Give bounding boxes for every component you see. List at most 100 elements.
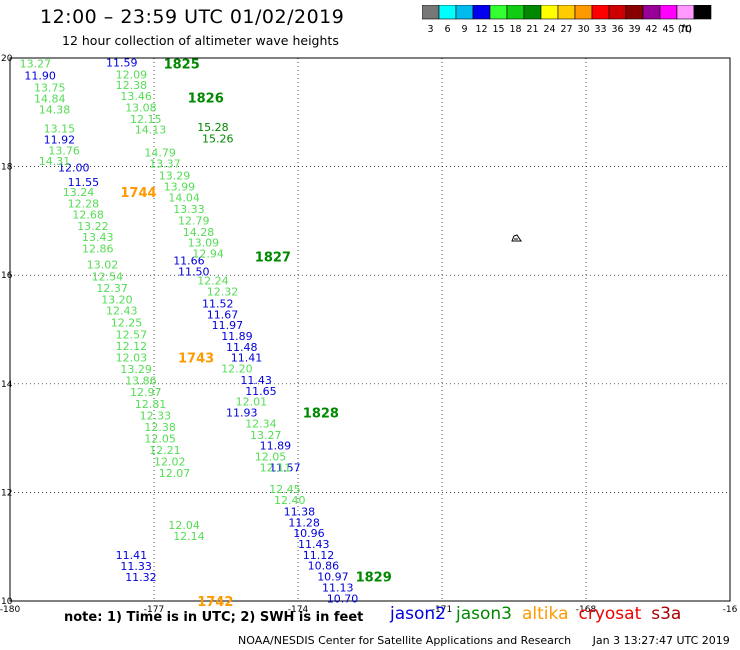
wave-height-label: 12.79 — [178, 214, 210, 227]
wave-height-label: 14.38 — [39, 104, 71, 117]
wave-height-label: 12.57 — [116, 328, 148, 341]
credit-text: NOAA/NESDIS Center for Satellite Applica… — [238, 634, 572, 647]
wave-height-label: 12.24 — [197, 275, 229, 288]
wave-height-label: 13.37 — [149, 157, 181, 170]
x-tick-label: -16 — [723, 605, 738, 615]
legend-label: 42 — [645, 24, 657, 35]
wave-height-label: 11.59 — [106, 56, 138, 69]
pass-time-label: 1825 — [164, 57, 200, 72]
wave-height-label: 11.92 — [44, 133, 76, 146]
wave-height-label: 13.29 — [120, 363, 151, 376]
wave-height-label: 12.86 — [82, 243, 114, 256]
legend-label: 24 — [543, 24, 555, 35]
satellite-s3a: s3a — [651, 604, 682, 624]
pass-time-label: 1829 — [356, 571, 392, 586]
wave-height-label: 13.24 — [63, 186, 95, 199]
wave-height-label: 12.37 — [96, 282, 128, 295]
wave-height-label: 12.45 — [269, 483, 301, 496]
wave-height-label: 11.52 — [202, 297, 234, 310]
wave-height-label: 12.68 — [72, 208, 104, 221]
pass-time-label: 1744 — [120, 186, 156, 201]
wave-height-label: 13.02 — [87, 258, 119, 271]
wave-height-label: 13.99 — [164, 181, 196, 194]
wave-height-label: 10.96 — [293, 527, 325, 540]
pass-time-label: 1826 — [188, 92, 224, 107]
y-tick-label: 10 — [1, 597, 13, 607]
wave-height-label: 13.46 — [120, 90, 151, 103]
wave-height-label: 12.12 — [116, 340, 148, 353]
wave-height-label: 13.27 — [20, 57, 51, 70]
wave-height-label: 13.43 — [82, 231, 114, 244]
wave-height-label: 13.22 — [77, 220, 109, 233]
pass-time-label: 1743 — [178, 352, 214, 367]
pass-time-label: 1742 — [197, 595, 233, 610]
wave-height-label: 11.67 — [207, 308, 239, 321]
wave-height-label: 12.05 — [255, 451, 286, 464]
wave-height-label: 11.28 — [288, 516, 320, 529]
legend-label: 39 — [628, 24, 640, 35]
wave-height-label: 11.32 — [125, 571, 157, 584]
wave-height-label: 12.00 — [58, 162, 90, 175]
wave-height-label: 12.01 — [236, 396, 268, 409]
x-tick-label: -171 — [432, 605, 452, 615]
wave-height-label: 14.79 — [144, 146, 176, 159]
wave-height-label: 11.48 — [226, 341, 258, 354]
grid-layer — [10, 58, 730, 601]
wave-height-label: 11.50 — [178, 265, 210, 278]
timestamp: Jan 3 13:27:47 UTC 2019 — [592, 634, 730, 647]
wave-height-label: 12.81 — [135, 398, 167, 411]
wave-height-label: 13.76 — [48, 144, 80, 157]
wave-height-label: 11.57 — [269, 461, 301, 474]
wave-height-label: 10.97 — [317, 571, 349, 584]
legend-label: 36 — [611, 24, 623, 35]
pass-time-label: 1828 — [303, 407, 339, 422]
wave-height-label: 12.09 — [116, 68, 148, 81]
wave-height-label: 13.09 — [188, 237, 220, 250]
satellite-altika: altika — [522, 604, 569, 624]
wave-height-label: 12.02 — [154, 455, 186, 468]
wave-height-label: 12.32 — [207, 285, 239, 298]
satellite-cryosat: cryosat — [578, 604, 642, 624]
page-title: 12:00 – 23:59 UTC 01/02/2019 — [40, 6, 345, 28]
wave-height-label: 14.28 — [183, 226, 215, 239]
wave-height-label: 13.15 — [44, 123, 76, 136]
chart-subtitle: 12 hour collection of altimeter wave hei… — [62, 33, 339, 48]
legend-label: 21 — [526, 24, 538, 35]
y-tick-label: 14 — [1, 380, 13, 390]
wave-height-label: 12.03 — [116, 352, 148, 365]
x-tick-label: -177 — [144, 605, 164, 615]
wave-height-label: 12.04 — [168, 519, 200, 532]
legend-label: 18 — [509, 24, 521, 35]
wave-height-label: 10.86 — [308, 560, 340, 573]
island-icon — [511, 234, 522, 242]
legend-label: 45 — [662, 24, 674, 35]
legend-label: 33 — [594, 24, 606, 35]
wave-height-label: 13.33 — [173, 203, 205, 216]
wave-height-label: 11.65 — [245, 385, 277, 398]
legend-label: 6 — [444, 24, 450, 35]
legend-unit: (ft) — [678, 24, 692, 35]
wave-height-label: 12.54 — [92, 270, 124, 283]
x-tick-label: -180 — [0, 605, 20, 615]
wave-height-label: 13.27 — [250, 429, 282, 442]
wave-height-label: 10.70 — [327, 592, 359, 605]
wave-height-label: 15.26 — [202, 132, 234, 145]
y-tick-label: 12 — [1, 488, 12, 498]
legend-label: 9 — [461, 24, 467, 35]
wave-height-label: 11.43 — [298, 538, 330, 551]
x-tick-label: -168 — [576, 605, 597, 615]
plot-frame — [9, 57, 731, 602]
legend-swatch — [693, 5, 712, 20]
wave-height-label: 14.31 — [39, 155, 71, 168]
wave-height-label: 12.25 — [111, 316, 143, 329]
wave-height-label: 14.13 — [135, 124, 167, 137]
legend-label: 27 — [560, 24, 572, 35]
legend-label: 70 — [679, 24, 691, 35]
wave-height-label: 11.12 — [303, 549, 335, 562]
wave-height-label: 12.34 — [245, 417, 277, 430]
satellite-legend: jason2 jason3 altika cryosat s3a — [390, 604, 691, 624]
wave-height-label: 11.33 — [120, 560, 151, 573]
satellite-jason2: jason2 — [390, 604, 446, 624]
legend-label: 3 — [427, 24, 433, 35]
